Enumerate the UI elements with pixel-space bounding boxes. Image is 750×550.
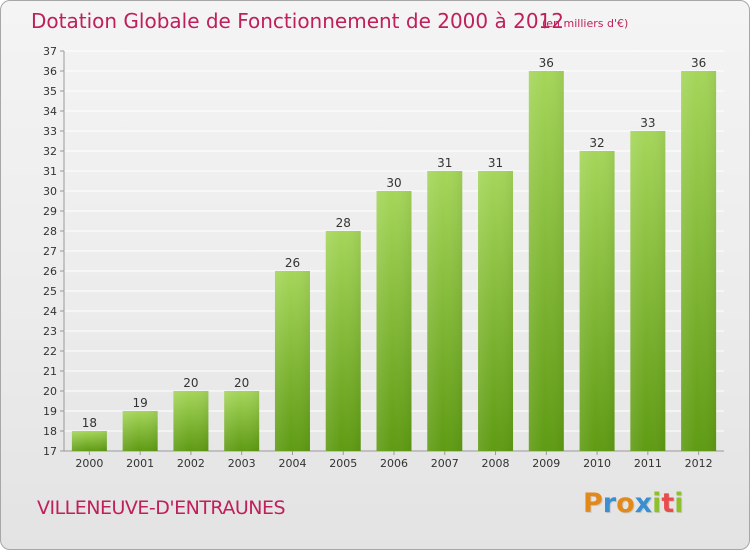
y-tick-label: 25 <box>43 285 57 298</box>
y-tick-label: 33 <box>43 125 57 138</box>
unit-note: (en milliers d'€) <box>542 17 629 30</box>
y-tick-label: 24 <box>43 305 57 318</box>
y-tick-label: 18 <box>43 425 57 438</box>
logo-letter: i <box>652 488 662 519</box>
y-tick-label: 37 <box>43 45 57 58</box>
logo-letter: r <box>602 488 617 519</box>
y-tick-label: 36 <box>43 65 57 78</box>
logo-letter: i <box>674 488 684 519</box>
bar-shine-2009 <box>528 71 564 451</box>
bars <box>71 71 717 451</box>
y-tick-label: 27 <box>43 245 57 258</box>
y-tick-label: 23 <box>43 325 57 338</box>
x-tick-label: 2002 <box>177 457 205 470</box>
bar-shine-2011 <box>630 131 666 451</box>
y-tick-label: 31 <box>43 165 57 178</box>
y-tick-label: 19 <box>43 405 57 418</box>
data-label: 31 <box>488 156 503 170</box>
x-tick-labels: 2000 2001 2002 2003 2004 2005 2006 2007 2008 2009… <box>75 457 712 470</box>
data-label: 30 <box>386 176 401 190</box>
data-label: 19 <box>133 396 148 410</box>
x-tick-label: 2003 <box>228 457 256 470</box>
y-tick-label: 35 <box>43 85 57 98</box>
bar-shine-2010 <box>579 151 615 451</box>
x-tick-label: 2000 <box>75 457 103 470</box>
x-tick-label: 2008 <box>482 457 510 470</box>
data-label: 32 <box>589 136 604 150</box>
bar-shine-2004 <box>274 271 310 451</box>
logo-letter: P <box>583 488 603 519</box>
bar-shine-2006 <box>376 191 412 451</box>
y-tick-label: 20 <box>43 385 57 398</box>
bar-shine-2002 <box>173 391 209 451</box>
chart-title: Dotation Globale de Fonctionnement de 20… <box>31 9 564 33</box>
y-tick-label: 22 <box>43 345 57 358</box>
y-tick-label: 28 <box>43 225 57 238</box>
x-tick-label: 2007 <box>431 457 459 470</box>
data-label: 18 <box>82 416 97 430</box>
logo-letter: t <box>661 488 675 519</box>
data-label: 20 <box>183 376 198 390</box>
data-label: 33 <box>640 116 655 130</box>
logo-letter: o <box>616 488 635 519</box>
x-tick-label: 2005 <box>329 457 357 470</box>
data-label: 31 <box>437 156 452 170</box>
commune-name: VILLENEUVE-D'ENTRAUNES <box>37 497 286 519</box>
bar-shine-2005 <box>325 231 361 451</box>
y-tick-label: 26 <box>43 265 57 278</box>
x-tick-label: 2004 <box>278 457 306 470</box>
x-tick-label: 2001 <box>126 457 154 470</box>
data-label: 28 <box>336 216 351 230</box>
x-tick-label: 2009 <box>532 457 560 470</box>
data-label: 36 <box>691 56 706 70</box>
y-tick-label: 34 <box>43 105 57 118</box>
y-tick-label: 30 <box>43 185 57 198</box>
bar-shine-2000 <box>71 431 107 451</box>
data-label: 20 <box>234 376 249 390</box>
bar-shine-2001 <box>122 411 158 451</box>
bar-shine-2003 <box>224 391 260 451</box>
x-tick-label: 2006 <box>380 457 408 470</box>
x-tick-label: 2011 <box>634 457 662 470</box>
logo-letter: x <box>634 488 653 519</box>
y-tick-label: 32 <box>43 145 57 158</box>
data-label: 36 <box>539 56 554 70</box>
data-labels: 18 19 20 20 26 28 30 31 31 36 32 33 36 <box>82 56 707 430</box>
bar-shine-2008 <box>478 171 514 451</box>
data-label: 26 <box>285 256 300 270</box>
y-tick-label: 17 <box>43 445 57 458</box>
bar-shine-2012 <box>681 71 717 451</box>
proxiti-logo: Proxiti <box>583 488 684 519</box>
x-tick-label: 2012 <box>685 457 713 470</box>
x-tick-label: 2010 <box>583 457 611 470</box>
y-tick-label: 29 <box>43 205 57 218</box>
bar-shine-2007 <box>427 171 463 451</box>
y-tick-label: 21 <box>43 365 57 378</box>
y-tick-labels: 17 18 19 20 21 22 23 24 25 26 27 28 29 30 31 32 33 34 35 36… <box>43 45 57 458</box>
